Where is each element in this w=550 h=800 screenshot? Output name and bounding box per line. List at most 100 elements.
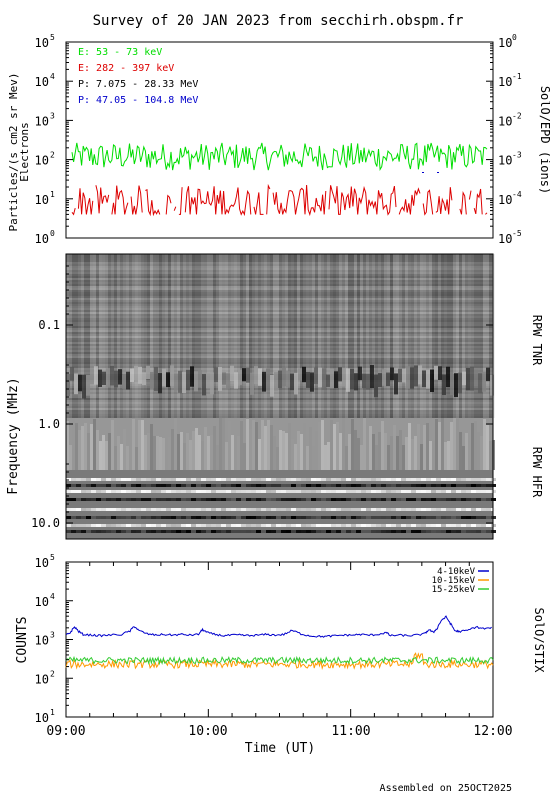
spectrogram-band-cell — [321, 478, 326, 481]
spectrogram-band-cell — [171, 516, 176, 519]
spectrogram-band-cell — [131, 484, 136, 487]
spectrogram-streak — [390, 254, 393, 418]
spectrogram-streak — [300, 434, 303, 470]
spectrogram-band-cell — [101, 508, 106, 511]
spectrogram-streak — [369, 426, 372, 470]
spectrogram-band-cell — [141, 530, 146, 533]
spectrogram-band-cell — [381, 508, 386, 511]
spectrogram-band-cell — [301, 490, 306, 493]
spectrogram-band-cell — [301, 508, 306, 511]
spectrogram-band-cell — [176, 478, 181, 481]
spectrogram-band-cell — [101, 484, 106, 487]
spectrogram-band-cell — [351, 498, 356, 501]
spectrogram-band-cell — [361, 478, 366, 481]
spectrogram-row — [66, 284, 493, 286]
spectrogram-band-cell — [171, 484, 176, 487]
spectrogram-band-cell — [81, 530, 86, 533]
legend-entry-e-low: E: 53 - 73 keV — [78, 47, 162, 58]
spectrogram-streak — [66, 421, 69, 470]
spectrogram-band-cell — [251, 524, 256, 527]
spectrogram-band-cell — [490, 374, 494, 396]
spectrogram-row — [66, 396, 493, 398]
spectrogram-band-cell — [341, 490, 346, 493]
spectrogram-band-cell — [261, 484, 266, 487]
spectrogram-band-cell — [126, 484, 131, 487]
spectrogram-band-cell — [481, 484, 486, 487]
spectrogram-row — [66, 296, 493, 298]
spectrogram-band-cell — [466, 530, 471, 533]
spectrogram-streak — [183, 443, 186, 470]
spectrogram-streak — [456, 254, 459, 418]
spectrogram-band-cell — [106, 490, 111, 493]
spectrogram-band-cell — [216, 478, 221, 481]
spectrogram-row — [66, 308, 493, 310]
spectrogram-band-cell — [326, 524, 331, 527]
spectrogram-band-cell — [206, 498, 211, 501]
spectrogram-band-cell — [134, 365, 138, 381]
spectrogram-band-cell — [461, 484, 466, 487]
spectrogram-band-cell — [336, 490, 341, 493]
spectrogram-streak — [417, 424, 420, 470]
spectrogram-band-cell — [316, 516, 321, 519]
spectrogram-band-cell — [311, 530, 316, 533]
spectrogram-band-cell — [402, 368, 406, 383]
spectrogram-streak — [438, 422, 441, 470]
spectrogram-band-cell — [121, 498, 126, 501]
spectrogram-band-cell — [478, 373, 482, 394]
spectrogram-band-cell — [476, 478, 481, 481]
xray-tick-exp-0: 1 — [50, 708, 55, 717]
spectrogram-band-cell — [416, 530, 421, 533]
spectrogram-band-cell — [336, 484, 341, 487]
spectrogram-row — [66, 266, 493, 268]
spectrogram-band-cell — [334, 371, 338, 388]
spectrogram-streak — [216, 254, 219, 418]
spectrogram-band-cell — [196, 530, 201, 533]
spectrogram-streak — [132, 419, 135, 470]
spectrogram-band-cell — [211, 508, 216, 511]
particles-series-line-0 — [71, 142, 488, 172]
spectrogram-streak — [435, 419, 438, 470]
spectrogram-band-cell — [446, 524, 451, 527]
particles-right-tick-label-1: 10 — [498, 193, 512, 207]
spectrogram-band-cell — [86, 478, 91, 481]
spectrogram-streak — [141, 420, 144, 470]
spectrogram-band-cell — [211, 478, 216, 481]
spectrogram-band-cell — [301, 530, 306, 533]
spectrogram-band-cell — [86, 524, 91, 527]
spectrogram-band-cell — [476, 524, 481, 527]
spectrogram-band-cell — [386, 530, 391, 533]
spectrogram-band-cell — [451, 478, 456, 481]
spectrogram-band-cell — [226, 516, 231, 519]
spectrogram-band-cell — [451, 516, 456, 519]
spectrogram-band-cell — [158, 372, 162, 394]
spectrogram-band-cell — [191, 478, 196, 481]
spectrogram-streak — [99, 441, 102, 470]
spectrogram-streak — [252, 420, 255, 470]
spectrogram-band-cell — [94, 366, 98, 385]
spectrogram-streak — [486, 425, 489, 470]
spectrogram-band-cell — [81, 524, 86, 527]
spectrogram-streak — [168, 254, 171, 418]
spectrogram-band-cell — [258, 368, 262, 386]
spectrogram-streak — [213, 426, 216, 470]
spectrogram-band-cell — [486, 490, 491, 493]
spectrogram-band-cell — [376, 524, 381, 527]
xray-right-label: SolO/STIX — [532, 607, 546, 673]
legend-entry-4-10kev: 4-10keV — [437, 567, 476, 577]
spectrogram-band-cell — [101, 490, 106, 493]
spectrogram-band-cell — [276, 508, 281, 511]
spectrogram-band-cell — [438, 366, 442, 380]
spectrogram-streak — [186, 254, 189, 418]
spectrogram-band-cell — [356, 530, 361, 533]
spectrogram-band-cell — [211, 524, 216, 527]
spectrogram-band-cell — [326, 374, 330, 387]
spectrogram-band-cell — [446, 498, 451, 501]
spectrogram-band-cell — [90, 368, 94, 384]
spectrogram-band-cell — [401, 524, 406, 527]
spectrogram-band-cell — [331, 516, 336, 519]
spectrogram-band-cell — [461, 516, 466, 519]
spectrogram-streak — [261, 420, 264, 470]
spectrogram-band-cell — [271, 524, 276, 527]
